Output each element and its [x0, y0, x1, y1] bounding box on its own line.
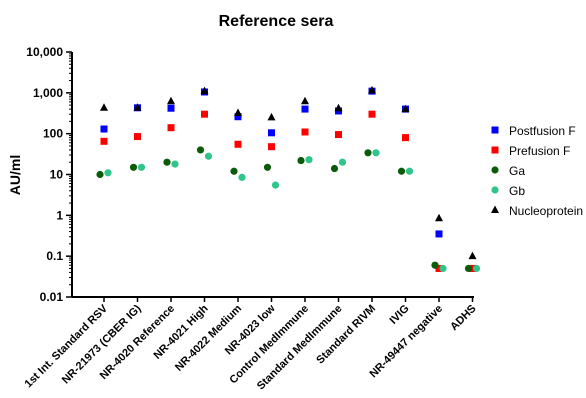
- y-tick-label: 100: [43, 127, 63, 141]
- data-point: [305, 156, 313, 164]
- y-tick-label: 10,000: [26, 45, 63, 59]
- data-point: [230, 167, 238, 175]
- legend-marker: [491, 146, 499, 154]
- legend-marker: [491, 186, 499, 194]
- data-point: [364, 149, 372, 157]
- data-point: [137, 163, 146, 171]
- data-point: [100, 103, 108, 111]
- data-point: [171, 160, 179, 168]
- legend-label: Prefusion F: [509, 144, 570, 158]
- data-point: [234, 113, 242, 121]
- data-point: [397, 167, 406, 175]
- data-point: [472, 264, 481, 273]
- data-point: [469, 264, 476, 272]
- legend-item: Nucleoprotein: [491, 204, 583, 218]
- data-point: [405, 167, 414, 175]
- data-point: [301, 128, 309, 136]
- legend-label: Nucleoprotein: [509, 204, 583, 218]
- data-point: [402, 134, 409, 142]
- data-point: [435, 230, 443, 238]
- y-tick-label: 0.1: [46, 249, 63, 263]
- data-point: [431, 261, 439, 269]
- y-tick-labels: 0.01 0.1 1 10 100 1,000 10,000: [26, 45, 63, 304]
- data-point: [129, 163, 138, 171]
- data-point: [263, 163, 272, 171]
- data-point: [234, 108, 242, 117]
- data-point: [133, 103, 142, 111]
- data-point: [372, 149, 380, 157]
- series-ga: [96, 146, 473, 273]
- data-point: [100, 137, 108, 145]
- data-point: [163, 158, 171, 166]
- data-point: [435, 213, 443, 222]
- data-point: [338, 158, 347, 166]
- y-tick-label: 1: [56, 208, 63, 222]
- series-postfusion-f: [100, 87, 476, 272]
- data-point: [238, 173, 246, 181]
- data-point: [201, 110, 208, 118]
- x-tick-label: ADHS: [448, 303, 479, 334]
- data-point: [439, 264, 447, 273]
- data-point: [268, 129, 275, 137]
- data-points: [96, 85, 481, 273]
- data-point: [401, 104, 410, 113]
- data-point: [204, 152, 213, 160]
- data-point: [368, 110, 376, 118]
- data-point: [297, 156, 305, 165]
- data-point: [96, 170, 104, 179]
- legend-marker: [491, 126, 499, 134]
- data-point: [271, 181, 280, 189]
- legend-label: Postfusion F: [509, 124, 576, 138]
- legend-marker: [491, 205, 499, 213]
- data-point: [196, 146, 205, 154]
- data-point: [267, 112, 276, 121]
- x-tick-label: IVIG: [388, 303, 412, 327]
- data-point: [134, 133, 141, 141]
- data-point: [335, 131, 342, 139]
- legend-item: Ga: [491, 164, 525, 178]
- axes: [66, 51, 474, 302]
- legend: Postfusion F Prefusion F Ga Gb Nucleoprotein: [491, 124, 583, 218]
- series-nucleoprotein: [100, 85, 477, 260]
- chart-title: Reference sera: [219, 13, 334, 30]
- y-axis-label: AU/ml: [7, 155, 23, 195]
- data-point: [464, 264, 473, 273]
- series-gb: [104, 149, 481, 273]
- y-tick-label: 10: [50, 168, 64, 182]
- data-point: [301, 96, 309, 105]
- legend-label: Gb: [509, 184, 525, 198]
- data-point: [104, 169, 112, 177]
- data-point: [167, 124, 175, 132]
- data-point: [301, 105, 309, 113]
- data-point: [330, 164, 339, 173]
- data-point: [100, 125, 108, 133]
- data-point: [167, 104, 175, 112]
- data-point: [368, 85, 376, 94]
- legend-item: Prefusion F: [491, 144, 570, 158]
- data-point: [435, 264, 443, 272]
- legend-item: Gb: [491, 184, 525, 198]
- y-tick-label: 1,000: [33, 86, 63, 100]
- data-point: [200, 86, 209, 95]
- y-tick-label: 0.01: [40, 290, 64, 304]
- data-point: [268, 143, 275, 151]
- legend-marker: [491, 166, 499, 174]
- legend-label: Ga: [509, 164, 525, 178]
- data-point: [167, 96, 175, 105]
- data-point: [468, 251, 477, 260]
- data-point: [334, 103, 343, 112]
- series-prefusion-f: [100, 110, 476, 272]
- data-point: [234, 140, 242, 148]
- x-tick-label: Standard RIVM: [314, 303, 378, 367]
- legend-item: Postfusion F: [491, 124, 576, 138]
